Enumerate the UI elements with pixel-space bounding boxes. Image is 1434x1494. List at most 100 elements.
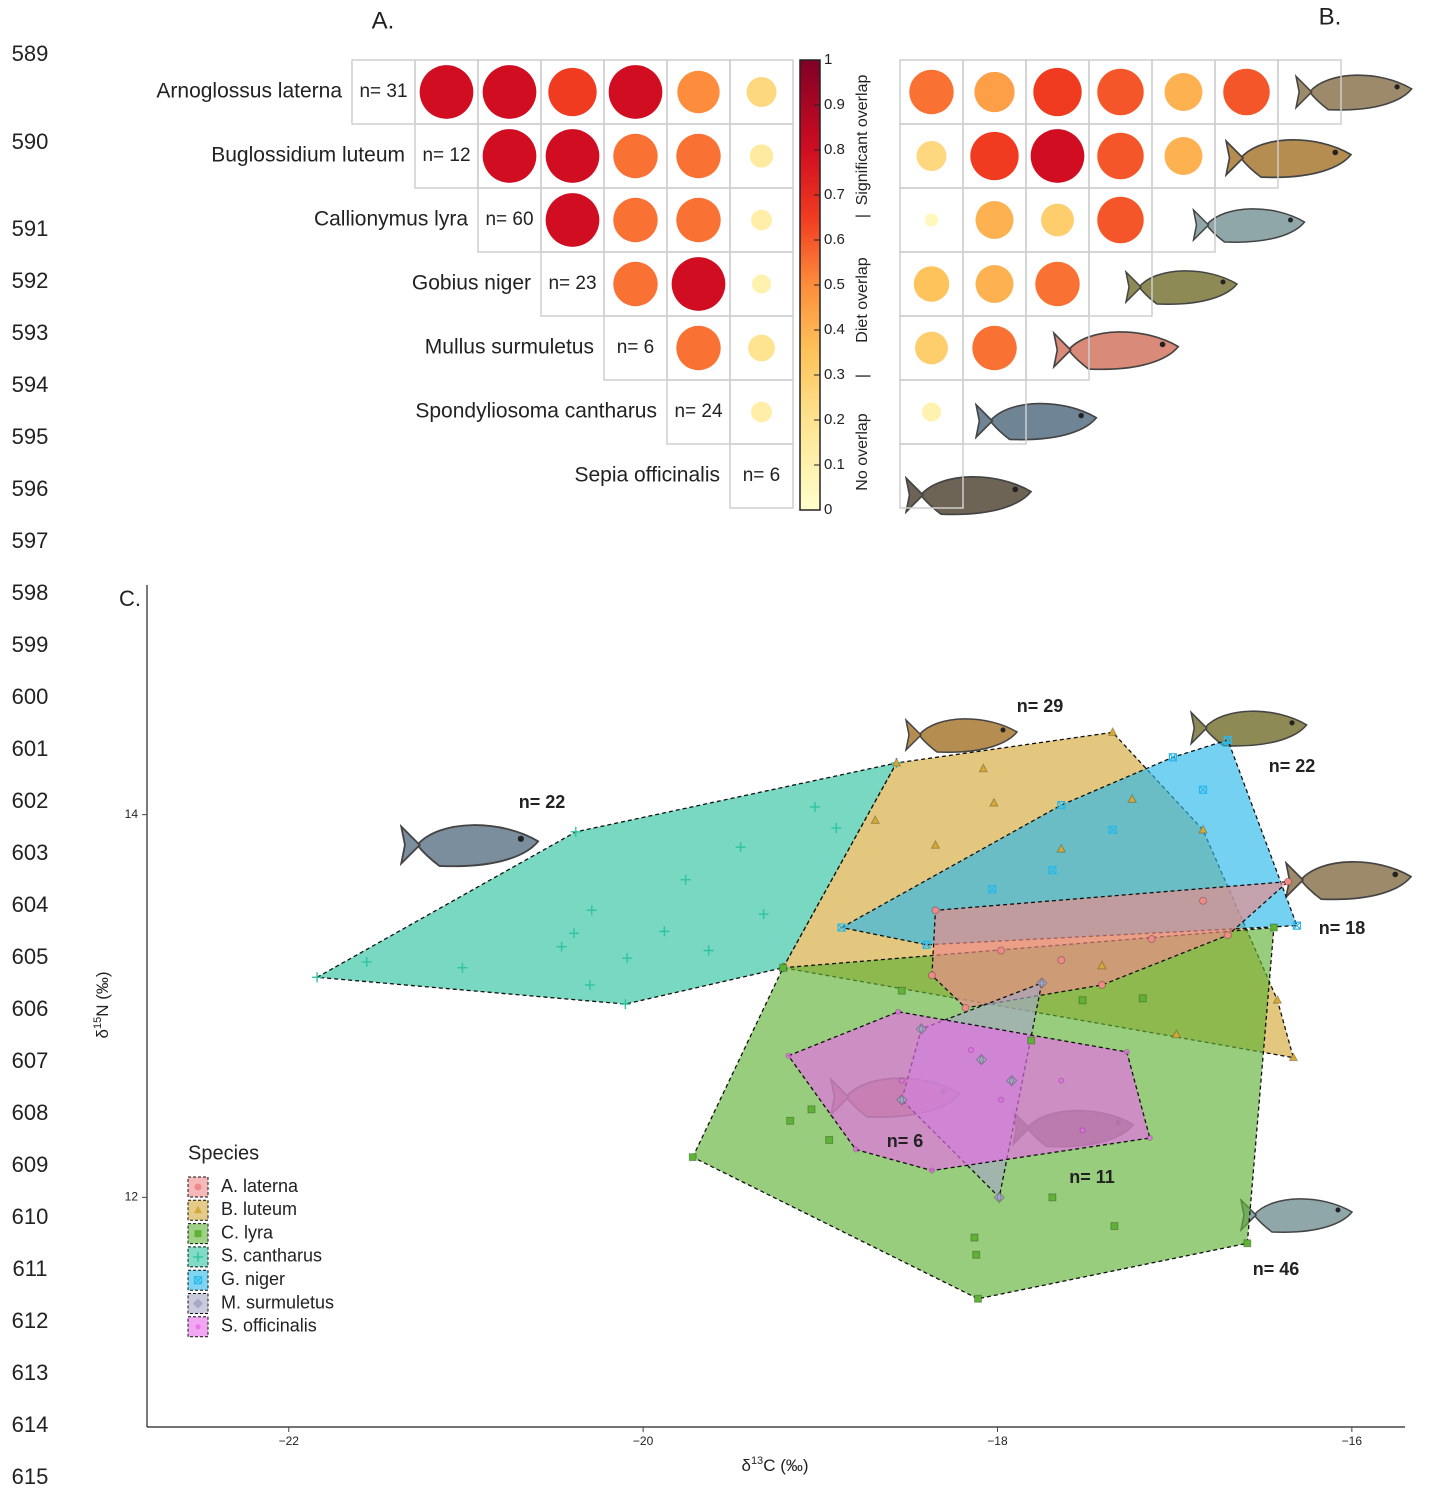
species-label: Sepia officinalis	[574, 464, 720, 487]
species-label: Mullus surmuletus	[425, 336, 594, 359]
cell	[1088, 251, 1153, 317]
overlap-circle	[913, 266, 950, 302]
species-label: Arnoglossus laterna	[156, 80, 342, 103]
point	[967, 1047, 974, 1054]
point	[1269, 923, 1278, 932]
cell	[1277, 59, 1342, 125]
sample-size-annotation: n= 22	[1269, 756, 1316, 776]
legend-marker	[193, 1276, 203, 1285]
fish-drawing	[1190, 710, 1308, 747]
point	[569, 928, 580, 939]
y-axis-title-part: N (‰)	[93, 971, 112, 1016]
point	[1243, 1239, 1252, 1248]
colorbar-tick-label: 1	[824, 51, 832, 68]
point	[1171, 1029, 1182, 1039]
legend-label: B. luteum	[221, 1199, 297, 1219]
overlap-circle	[1097, 196, 1144, 244]
overlap-circle	[748, 334, 775, 362]
point	[837, 923, 846, 932]
species-label: Buglossidium luteum	[211, 144, 405, 167]
point	[970, 1233, 979, 1242]
y-axis-title: δ15N (‰)	[92, 971, 113, 1038]
panel-label: A.	[372, 7, 395, 34]
point	[703, 945, 714, 956]
overlap-circle	[909, 69, 954, 115]
line-number: 598	[12, 580, 49, 605]
y-tick-label: 12	[125, 1190, 139, 1204]
point	[1097, 960, 1107, 970]
point	[1005, 1074, 1018, 1087]
overlap-circle	[548, 67, 597, 117]
sample-size: n= 60	[485, 209, 533, 230]
point	[1123, 1048, 1130, 1055]
legend-label: S. cantharus	[221, 1246, 322, 1266]
point	[1036, 977, 1048, 990]
line-number: 591	[12, 216, 49, 241]
point	[1147, 935, 1156, 944]
point	[1198, 824, 1208, 834]
colorbar-label: |	[854, 374, 871, 378]
point	[870, 814, 881, 824]
colorbar-tick-label: 0.4	[824, 321, 845, 338]
overlap-circle	[1097, 132, 1144, 180]
x-tick-label: −20	[633, 1434, 654, 1448]
point	[922, 940, 931, 949]
point	[622, 953, 633, 964]
point	[1048, 866, 1057, 875]
legend-marker	[195, 1324, 201, 1330]
overlap-circle	[922, 402, 941, 422]
species-label: Gobius niger	[412, 272, 531, 295]
x-axis-title: δ13C (‰)	[741, 1455, 808, 1476]
overlap-circle	[545, 129, 600, 183]
point	[891, 757, 902, 767]
point	[930, 839, 941, 849]
legend-label: S. officinalis	[221, 1316, 317, 1336]
legend-label: M. surmuletus	[221, 1292, 334, 1312]
point	[1056, 843, 1067, 853]
overlap-circle	[974, 71, 1015, 113]
point	[896, 1093, 908, 1107]
x-axis-title-part: δ	[741, 1456, 750, 1475]
point	[688, 1153, 697, 1162]
point	[1079, 1127, 1086, 1134]
point	[361, 956, 372, 967]
point	[988, 885, 997, 894]
point	[785, 1052, 792, 1059]
sample-size-annotation: n= 29	[1017, 696, 1064, 716]
line-number: 611	[12, 1256, 47, 1281]
legend-label: A. laterna	[221, 1176, 299, 1196]
y-tick-label: 14	[125, 807, 139, 821]
x-tick-label: −16	[1342, 1434, 1363, 1448]
point	[998, 1096, 1005, 1103]
colorbar-tick-label: 0.6	[824, 231, 845, 248]
y-axis-title-part: δ	[93, 1029, 112, 1038]
overlap-circle	[975, 201, 1014, 239]
sample-size-annotation: n= 18	[1319, 918, 1366, 938]
legend-label: C. lyra	[221, 1222, 274, 1242]
overlap-circle	[1030, 129, 1085, 183]
overlap-circle	[752, 274, 771, 294]
line-number: 597	[12, 528, 49, 553]
point	[1057, 956, 1066, 965]
overlap-circle	[671, 257, 726, 311]
sample-size-annotation: n= 46	[1253, 1259, 1300, 1279]
overlap-circle	[482, 129, 537, 183]
point	[927, 971, 936, 980]
point	[556, 941, 567, 952]
point	[997, 946, 1006, 955]
point	[1284, 877, 1293, 886]
point	[457, 962, 468, 973]
point	[973, 1294, 982, 1303]
legend-marker	[194, 1183, 202, 1191]
fish-drawing	[1052, 330, 1180, 371]
point	[928, 1167, 935, 1174]
overlap-circle	[676, 325, 721, 371]
fish-drawing	[1192, 207, 1306, 244]
legend-marker	[194, 1230, 202, 1238]
colorbar-tick-label: 0.7	[824, 186, 845, 203]
point	[1027, 1036, 1036, 1045]
point	[786, 1116, 795, 1125]
point	[897, 986, 906, 995]
point	[779, 963, 788, 972]
point	[1098, 980, 1107, 989]
